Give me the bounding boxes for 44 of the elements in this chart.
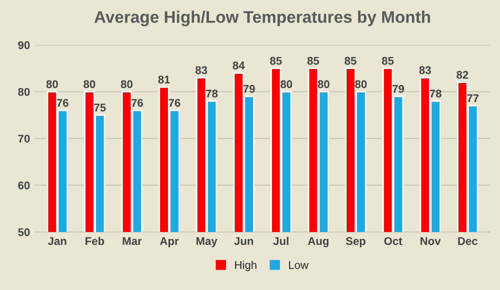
x-tick-label: Mar	[122, 237, 142, 246]
data-label: 82	[456, 70, 468, 79]
chart-title: Average High/Low Temperatures by Month	[94, 10, 430, 26]
data-label: 80	[46, 80, 58, 88]
data-label: 81	[158, 76, 170, 84]
data-label: 76	[168, 98, 180, 107]
data-label: 78	[206, 90, 218, 98]
data-label: 76	[131, 98, 143, 107]
data-label: 76	[56, 98, 68, 107]
x-tick-label: Apr	[160, 237, 179, 248]
data-label: 78	[430, 90, 442, 98]
data-label: 80	[84, 80, 96, 88]
data-label: 85	[270, 56, 282, 65]
y-tick-label: 80	[18, 88, 30, 96]
x-tick-label: Nov	[420, 237, 441, 246]
x-tick-label: Aug	[308, 237, 328, 248]
data-label: 80	[280, 80, 292, 88]
data-label: 77	[467, 94, 479, 102]
data-label: 75	[94, 104, 106, 112]
x-tick-label: Sep	[346, 237, 366, 248]
data-label: 80	[120, 80, 132, 88]
legend-label: Low	[289, 261, 309, 269]
data-label: 83	[196, 66, 208, 74]
legend-label: High	[235, 260, 256, 272]
data-label: 85	[344, 56, 356, 65]
data-label: 85	[382, 56, 394, 65]
x-tick-label: Jan	[48, 237, 66, 246]
x-tick-label: Dec	[458, 237, 478, 246]
data-label: 83	[419, 66, 431, 74]
x-tick-label: Jun	[234, 237, 254, 246]
data-label: 80	[318, 80, 330, 88]
data-label: 80	[355, 80, 367, 88]
data-label: 85	[307, 56, 320, 65]
x-tick-label: May	[196, 237, 218, 248]
y-tick-label: 90	[18, 41, 30, 50]
data-label: 79	[392, 84, 404, 93]
x-tick-label: Oct	[384, 237, 402, 246]
x-tick-label: Feb	[86, 236, 104, 246]
y-tick-label: 60	[18, 182, 30, 190]
data-label: 84	[232, 62, 245, 70]
data-label: 79	[243, 84, 255, 93]
y-tick-label: 50	[18, 228, 30, 236]
x-tick-label: Jul	[273, 236, 288, 246]
y-tick-label: 70	[18, 134, 30, 143]
